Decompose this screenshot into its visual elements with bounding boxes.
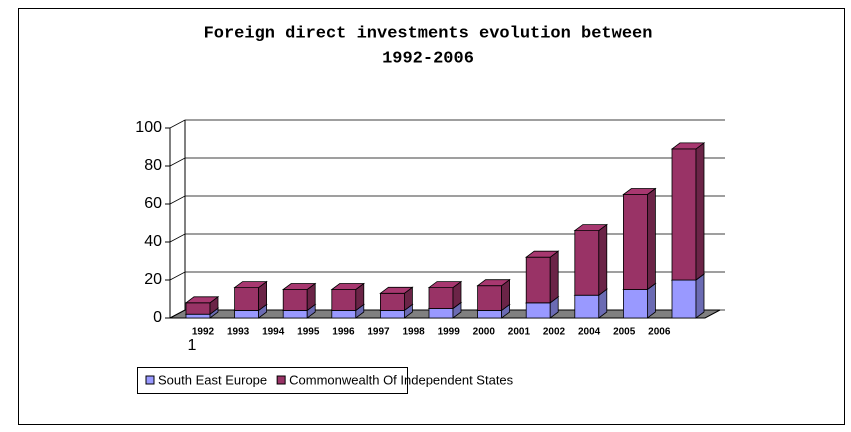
bar-segment xyxy=(477,309,503,319)
bar-segment xyxy=(282,289,308,311)
bar-segment xyxy=(331,309,357,319)
legend-label: South East Europe xyxy=(158,372,267,387)
chart-title: Foreign direct investments evolution bet… xyxy=(204,24,653,43)
bar-side xyxy=(549,250,559,304)
x-tick-label: 2004 xyxy=(578,327,601,338)
bar-side xyxy=(695,273,705,319)
y-tick-label: 60 xyxy=(144,195,162,212)
bar-segment xyxy=(525,256,551,304)
x-tick-label: 1994 xyxy=(262,327,285,338)
bar-segment xyxy=(623,289,648,319)
bar-top xyxy=(233,281,268,289)
x-tick-label: 2000 xyxy=(473,327,496,338)
bar-segment xyxy=(331,289,357,311)
bar-segment xyxy=(477,285,503,311)
x-tick-label: 1995 xyxy=(297,327,320,338)
bar-segment xyxy=(623,194,648,290)
bar-top xyxy=(622,188,657,195)
legend-label: Commonwealth Of Independent States xyxy=(289,372,514,387)
x-axis-label: 1 xyxy=(188,337,197,354)
bar-top xyxy=(670,142,706,150)
x-tick-label: 1999 xyxy=(438,327,461,338)
bar-top xyxy=(573,224,608,232)
bar-side xyxy=(598,223,608,297)
bar-segment xyxy=(379,292,405,311)
legend-swatch xyxy=(145,375,155,385)
chart-frame xyxy=(18,8,845,425)
x-tick-label: 1996 xyxy=(332,327,355,338)
bar-top xyxy=(184,296,220,304)
bar-segment xyxy=(234,287,260,311)
y-tick-label: 20 xyxy=(144,271,162,288)
bar-top xyxy=(525,250,560,258)
bar-top xyxy=(330,283,365,290)
bar-segment xyxy=(574,294,600,319)
y-tick-label: 80 xyxy=(144,157,162,174)
bar-segment xyxy=(671,279,697,319)
bar-segment xyxy=(428,308,454,319)
bar-segment xyxy=(525,302,551,319)
y-tick-label: 100 xyxy=(135,119,162,136)
x-tick-label: 2002 xyxy=(543,327,566,338)
y-tick-label: 40 xyxy=(144,233,162,250)
legend xyxy=(137,367,408,394)
bar-segment xyxy=(282,309,308,319)
bar-segment xyxy=(671,148,697,281)
bar-side xyxy=(647,187,656,291)
bar-top xyxy=(476,279,511,287)
bar-top xyxy=(427,281,463,289)
x-tick-label: 2006 xyxy=(648,327,671,338)
bar-segment xyxy=(185,302,211,315)
y-tick-label: 0 xyxy=(153,309,162,326)
x-tick-label: 2005 xyxy=(613,327,636,338)
bar-top xyxy=(282,283,317,290)
x-tick-label: 1997 xyxy=(367,327,390,338)
x-tick-label: 2001 xyxy=(508,327,531,338)
bar-segment xyxy=(234,309,260,319)
bar-top xyxy=(379,286,414,294)
bar-segment xyxy=(379,309,405,319)
x-tick-label: 1993 xyxy=(227,327,250,338)
x-tick-label: 1998 xyxy=(402,327,425,338)
bar-segment xyxy=(185,313,211,319)
chart-title: 1992-2006 xyxy=(382,49,474,68)
bar-segment xyxy=(428,287,454,309)
legend-swatch xyxy=(276,375,286,385)
bar-segment xyxy=(574,230,600,296)
bar-side xyxy=(695,142,705,281)
x-tick-label: 1992 xyxy=(192,327,215,338)
